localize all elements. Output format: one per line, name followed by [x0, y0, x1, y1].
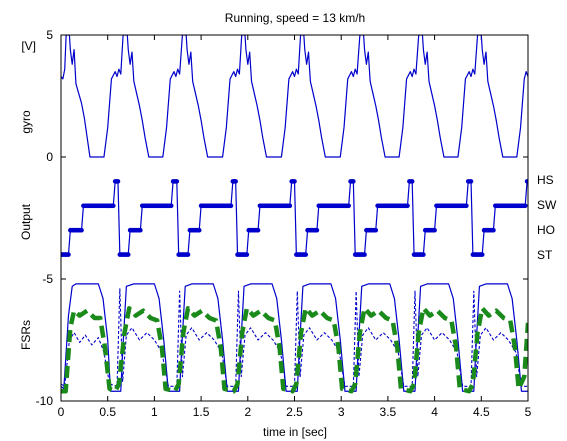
output-marker — [168, 203, 174, 209]
output-marker — [174, 179, 180, 184]
state-label-ho: HO — [537, 223, 555, 237]
x-tick-label: 2.5 — [286, 405, 303, 419]
panel-label-fsrs: FSRs — [19, 320, 33, 350]
x-axis-label: time in [sec] — [263, 425, 327, 439]
output-marker — [79, 227, 84, 233]
output-marker — [196, 227, 202, 233]
output-marker — [468, 179, 474, 184]
output-markers — [61, 179, 528, 257]
output-marker — [409, 179, 415, 184]
output-marker — [432, 227, 437, 233]
output-marker — [362, 252, 367, 257]
output-marker — [115, 179, 121, 184]
output-marker — [292, 179, 297, 184]
output-marker — [66, 252, 71, 257]
output-marker — [228, 203, 234, 209]
x-tick-label: 0.5 — [99, 405, 116, 419]
x-tick-label: 5 — [525, 405, 532, 419]
x-tick-label: 2 — [244, 405, 251, 419]
output-marker — [351, 179, 356, 184]
x-tick-label: 4.5 — [473, 405, 490, 419]
output-marker — [233, 179, 238, 184]
x-axis-ticks: 0 0.5 1 1.5 2 2.5 3 3.5 4 4.5 5 — [58, 35, 532, 419]
output-marker — [479, 252, 485, 257]
output-marker — [185, 252, 191, 257]
output-marker — [522, 203, 528, 209]
plot-frame — [60, 34, 529, 402]
series-line-fsrs-4 — [61, 306, 528, 394]
panel-label-gyro: gyro — [19, 110, 33, 134]
output-marker — [525, 179, 528, 184]
output-marker — [244, 252, 250, 257]
output-marker — [314, 227, 320, 233]
output-marker — [464, 203, 469, 209]
chart-title: Running, speed = 13 km/h — [225, 11, 365, 25]
y-tick-label: 5 — [46, 28, 53, 42]
output-marker — [125, 252, 131, 257]
series-layer — [61, 35, 528, 394]
x-tick-label: 3.5 — [380, 405, 397, 419]
output-marker — [491, 227, 496, 233]
output-marker — [111, 203, 116, 209]
x-tick-label: 1 — [151, 405, 158, 419]
output-marker — [421, 252, 426, 257]
x-tick-label: 0 — [58, 405, 65, 419]
output-marker — [303, 252, 309, 257]
series-line-gyro-0 — [61, 35, 528, 158]
y-tick-label: -5 — [42, 272, 53, 286]
output-marker — [346, 203, 351, 209]
series-line-fsrs-3 — [61, 288, 528, 387]
output-marker — [405, 203, 410, 209]
state-label-sw: SW — [537, 198, 557, 212]
output-marker — [287, 203, 293, 209]
x-tick-label: 4 — [431, 405, 438, 419]
y-tick-label: -10 — [36, 394, 54, 408]
output-marker — [373, 227, 379, 233]
y-unit-label: [V] — [21, 39, 36, 53]
state-label-st: ST — [537, 248, 553, 262]
panel-label-output: Output — [19, 203, 33, 240]
y-tick-label: 0 — [46, 150, 53, 164]
x-tick-label: 3 — [338, 405, 345, 419]
state-label-hs: HS — [537, 173, 554, 187]
x-tick-label: 1.5 — [193, 405, 210, 419]
output-marker — [138, 227, 143, 233]
output-marker — [255, 227, 261, 233]
